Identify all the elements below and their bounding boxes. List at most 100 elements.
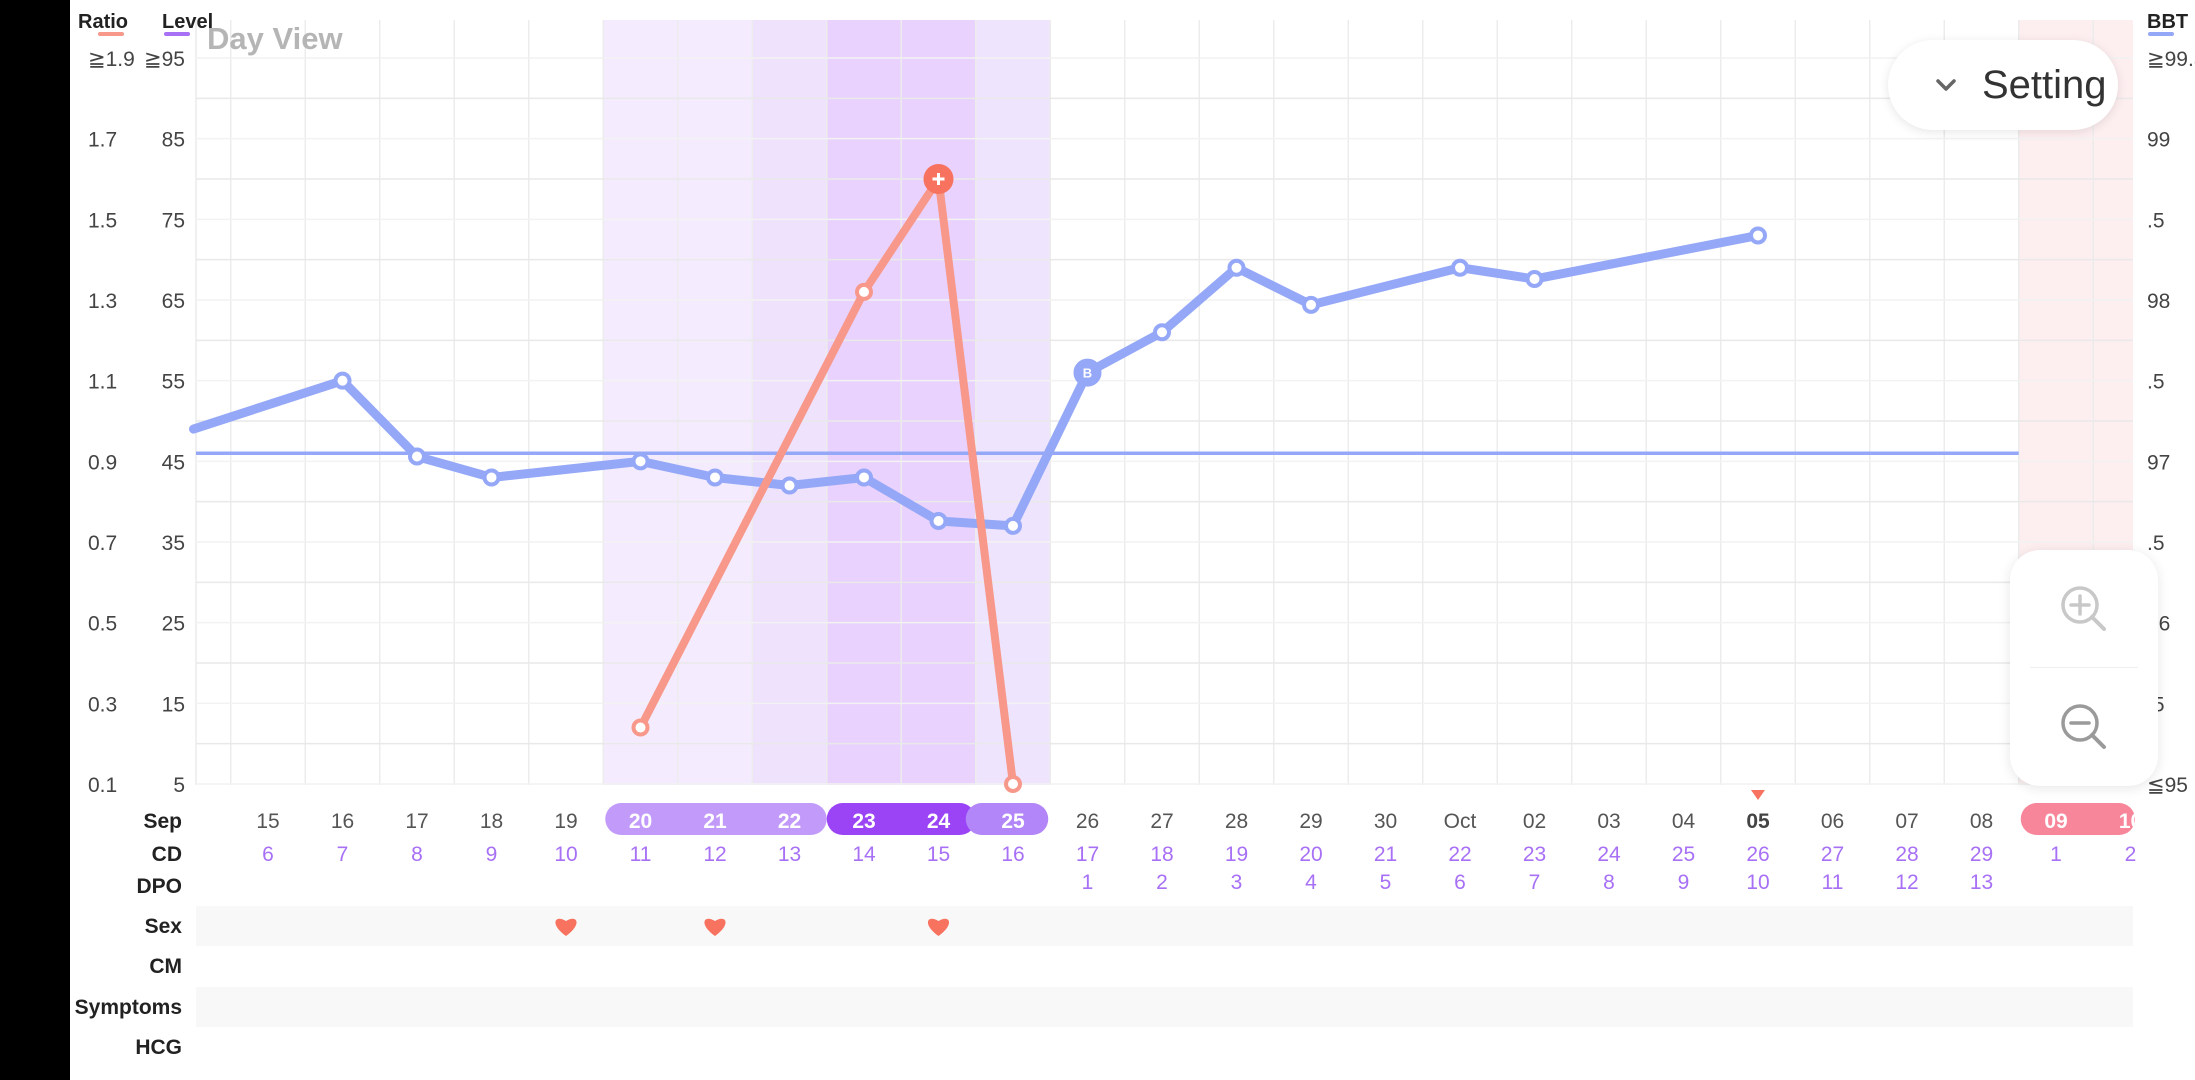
ratio-point: [631, 718, 650, 737]
setting-button[interactable]: Setting: [1888, 40, 2118, 130]
zoom-divider: [2030, 667, 2138, 668]
dpo-value: 10: [1746, 871, 1769, 894]
y-axis-level-tick: 65: [162, 290, 185, 313]
x-tick-label: 23: [852, 810, 875, 833]
bbt-point: [855, 468, 873, 487]
y-axis-bbt-tick: 97: [2147, 451, 2170, 474]
y-axis-bbt-tick: .5: [2147, 209, 2165, 232]
bbt-point: [1749, 226, 1767, 245]
cd-value: 12: [703, 843, 726, 866]
bbt-point: [482, 468, 501, 487]
y-axis-bbt-tick: ≧99.5: [2147, 48, 2195, 71]
fertility-chart[interactable]: ≧1.91.71.51.31.10.90.70.50.30.1≧95857565…: [70, 0, 2195, 1080]
cd-value: 13: [778, 843, 801, 866]
cd-value: 8: [411, 843, 423, 866]
zoom-out-button[interactable]: [2010, 668, 2158, 786]
fertile-window-band-end: [975, 20, 1051, 785]
period-date-pill: [2020, 803, 2135, 835]
y-axis-ratio-tick: ≧1.9: [88, 48, 135, 71]
x-tick-label: 03: [1597, 810, 1620, 833]
y-axis-ratio-tick: 0.3: [88, 693, 117, 716]
cd-value: 11: [630, 843, 652, 866]
row-label-hcg: HCG: [135, 1036, 182, 1059]
fertility-chart-screen: ≧1.9 1.7 1.5 1.3 1.1 0.9 0.7 0.5 0.3 0.1 ≧95 85 75 65…: [70, 0, 2195, 1080]
bbt-point: [333, 371, 352, 390]
x-tick-label: 22: [778, 810, 801, 833]
y-axis-level-tick: 75: [162, 209, 185, 232]
x-tick-label: 25: [1001, 810, 1025, 833]
x-tick-label: 07: [1895, 810, 1918, 833]
view-title: Day View: [207, 21, 343, 56]
fertile-window-band-inner: [752, 20, 827, 785]
x-tick-label: 30: [1374, 810, 1397, 833]
symptoms-row-bg: [196, 987, 2133, 1027]
zoom-controls: [2010, 550, 2158, 786]
row-label-cd: CD: [152, 843, 182, 866]
x-tick-label: 29: [1299, 810, 1322, 833]
bbt-point: [408, 447, 426, 466]
cd-value: 15: [927, 843, 950, 866]
x-tick-label: 08: [1970, 810, 1993, 833]
row-label-sex: Sex: [145, 915, 183, 938]
x-tick-label: 24: [927, 810, 951, 833]
cd-value: 29: [1970, 843, 1993, 866]
zoom-in-icon: [2061, 586, 2106, 631]
fertile-date-pill: [605, 803, 827, 835]
cd-value: 19: [1225, 843, 1248, 866]
chevron-down-icon: [1936, 79, 1956, 91]
legend-ratio-label: Ratio: [78, 11, 128, 33]
high-fertility-date-pill: [826, 803, 976, 835]
x-tick-label: 17: [405, 810, 428, 833]
x-tick-label: 06: [1821, 810, 1844, 833]
y-axis-bbt-tick: ≦95: [2147, 774, 2188, 797]
ratio-point: [1004, 775, 1022, 793]
x-tick-label: 15: [256, 810, 279, 833]
row-label-cm: CM: [149, 955, 182, 978]
y-axis-level-tick: 85: [162, 129, 185, 152]
y-axis-ratio-tick: 1.7: [88, 129, 117, 152]
dpo-value: 2: [1156, 871, 1168, 894]
y-axis-ratio-tick: 1.3: [88, 290, 117, 313]
x-tick-label: 28: [1225, 810, 1248, 833]
dpo-value: 11: [1822, 871, 1844, 894]
x-tick-label: 18: [480, 810, 503, 833]
bbt-marker-label: B: [1083, 366, 1092, 381]
cd-value: 26: [1746, 843, 1769, 866]
x-tick-label: 27: [1150, 810, 1173, 833]
cd-value: 9: [486, 843, 498, 866]
y-axis-level-tick: 35: [162, 532, 185, 555]
y-axis-bbt-tick: 98: [2147, 290, 2170, 313]
cd-value: 25: [1672, 843, 1695, 866]
cd-value: 27: [1821, 843, 1844, 866]
cd-value: 18: [1150, 843, 1173, 866]
setting-label: Setting: [1982, 62, 2107, 107]
x-tick-label: 20: [629, 810, 652, 833]
x-tick-label: 21: [703, 810, 727, 833]
dpo-value: 3: [1231, 871, 1243, 894]
y-axis-ratio-tick: 1.1: [88, 371, 117, 394]
ratio-point: [855, 282, 873, 301]
cd-value: 7: [337, 843, 349, 866]
y-axis-level-tick: 5: [173, 774, 185, 797]
y-axis-level-tick: ≧95: [144, 48, 185, 71]
y-axis-ratio-tick: 0.9: [88, 451, 117, 474]
y-axis-ratio-tick: 1.5: [88, 209, 117, 232]
x-tick-label: 09: [2044, 810, 2067, 833]
sex-heart-icon: [555, 918, 577, 936]
x-tick-label: 16: [331, 810, 354, 833]
bbt-point: [1302, 295, 1320, 314]
dpo-value: 7: [1529, 871, 1541, 894]
cd-value: 21: [1374, 843, 1397, 866]
y-axis-ratio-tick: 0.1: [88, 774, 117, 797]
x-tick-label: 19: [554, 810, 577, 833]
dpo-value: 6: [1454, 871, 1466, 894]
y-axis-bbt-tick: .5: [2147, 532, 2165, 555]
x-tick-label: 26: [1076, 810, 1099, 833]
zoom-in-button[interactable]: [2010, 550, 2158, 668]
dpo-value: 4: [1305, 871, 1317, 894]
y-axis-bbt-tick: 99: [2147, 129, 2170, 152]
x-tick-label: 10: [2119, 810, 2142, 833]
dpo-value: 13: [1970, 871, 1993, 894]
today-marker: [1751, 790, 1765, 800]
bbt-point: [1451, 258, 1469, 277]
